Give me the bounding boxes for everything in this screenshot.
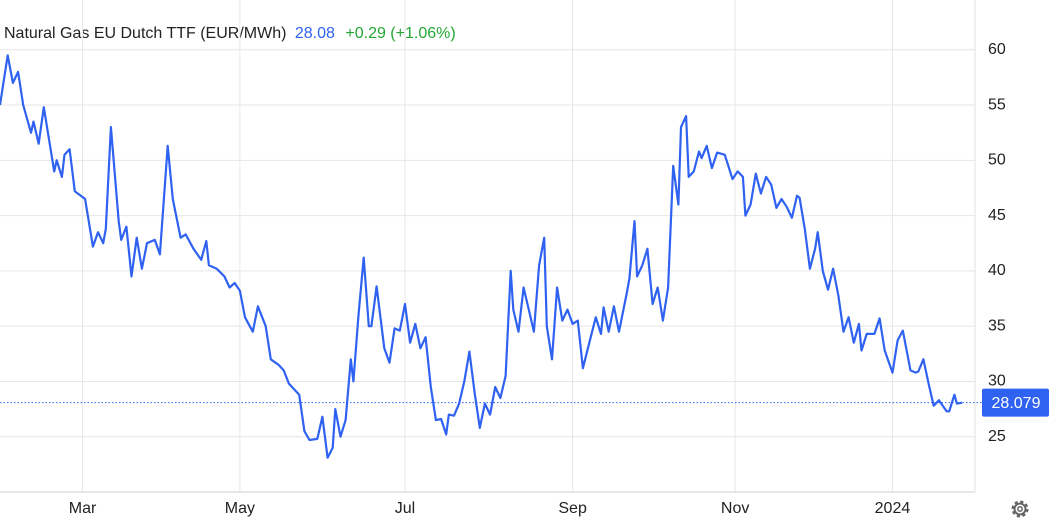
change: +0.29 (+1.06%): [345, 25, 455, 42]
x-tick-label: Mar: [69, 500, 97, 517]
y-tick-label: 25: [988, 428, 1006, 445]
last-price-tag: [982, 388, 1049, 417]
y-tick-label: 40: [988, 262, 1006, 279]
settings-icon[interactable]: [1011, 500, 1029, 518]
x-tick-label: 2024: [875, 500, 911, 517]
last-price-label: 28.079: [992, 395, 1041, 412]
header: Natural Gas EU Dutch TTF (EUR/MWh) 28.08…: [4, 25, 456, 42]
y-tick-label: 60: [988, 41, 1006, 58]
y-tick-label: 50: [988, 152, 1006, 169]
y-tick-label: 30: [988, 373, 1006, 390]
chart-title: Natural Gas EU Dutch TTF (EUR/MWh): [4, 25, 286, 42]
y-tick-label: 55: [988, 96, 1006, 113]
x-tick-label: Nov: [721, 500, 749, 517]
x-tick-label: Jul: [395, 500, 415, 517]
y-tick-label: 35: [988, 317, 1006, 334]
y-tick-label: 45: [988, 207, 1006, 224]
price-line: [0, 54, 963, 459]
x-tick-label: May: [225, 500, 255, 517]
price: 28.08: [295, 25, 335, 42]
x-tick-label: Sep: [558, 500, 587, 517]
